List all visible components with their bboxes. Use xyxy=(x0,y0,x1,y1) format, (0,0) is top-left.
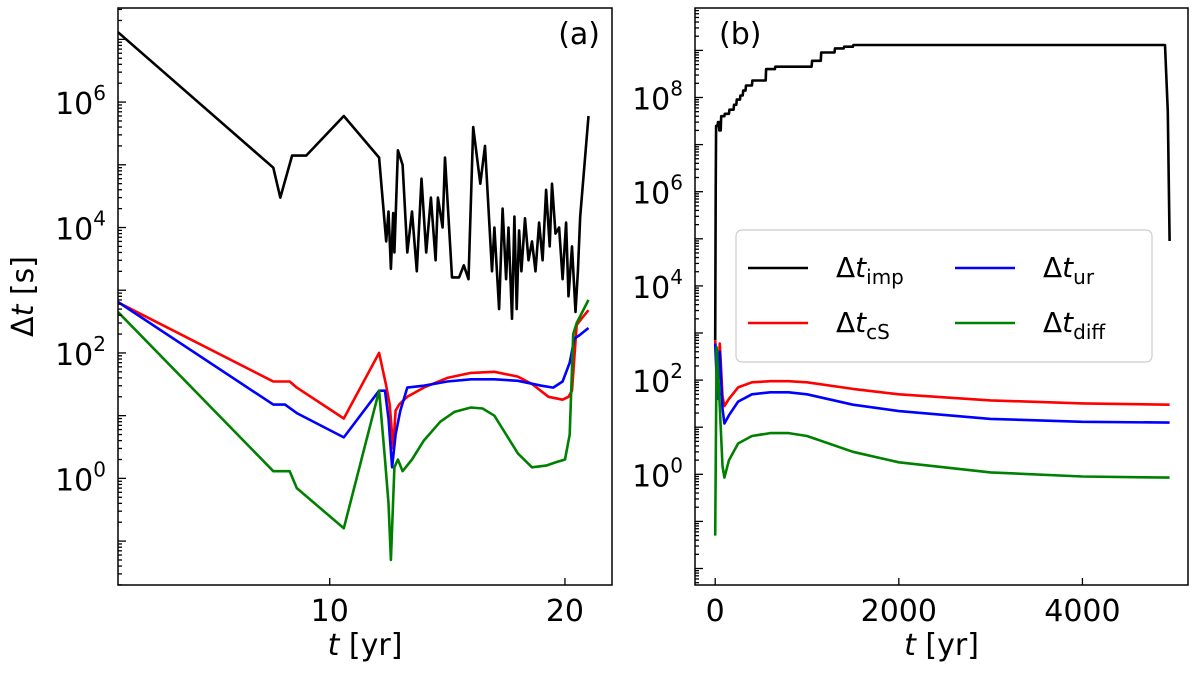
x-tick-label: 10 xyxy=(311,594,349,629)
x-axis-label: t [yr] xyxy=(328,628,403,663)
y-tick-label: 102 xyxy=(632,359,683,400)
legend-label: Δtimp xyxy=(836,251,904,289)
y-tick-label: 106 xyxy=(55,81,106,122)
series-line-imp xyxy=(713,43,1171,341)
y-tick-label: 100 xyxy=(55,457,106,498)
series-line-diff xyxy=(713,345,1170,536)
legend-item-diff: Δtdiff xyxy=(955,306,1106,344)
x-tick-label: 2000 xyxy=(861,594,937,629)
legend-item-cS: ΔtcS xyxy=(748,306,890,344)
series-line-ur xyxy=(118,300,590,469)
y-tick-label: 102 xyxy=(55,332,106,373)
panel-label: (a) xyxy=(558,17,600,52)
x-tick-label: 0 xyxy=(706,594,725,629)
y-tick-label: 104 xyxy=(55,207,106,248)
legend: Δtimp Δtur ΔtcS Δtdiff xyxy=(735,229,1153,363)
y-tick-label: 104 xyxy=(632,265,683,306)
series-group xyxy=(713,43,1171,536)
y-tick-label: 100 xyxy=(632,453,683,494)
panel-label: (b) xyxy=(719,17,761,52)
legend-label: Δtur xyxy=(1043,251,1095,289)
legend-item-ur: Δtur xyxy=(955,251,1095,289)
y-tick-label: 106 xyxy=(632,171,683,212)
axes-frame xyxy=(117,7,613,586)
series-line-cS xyxy=(118,301,590,450)
legend-label: ΔtcS xyxy=(836,306,890,344)
x-tick-label: 4000 xyxy=(1044,594,1120,629)
y-tick-label: 108 xyxy=(632,76,683,117)
panel-a: 10 20 100 102 104 106 (a) t [yr] Δt [s] xyxy=(6,7,613,663)
legend-item-imp: Δtimp xyxy=(748,251,904,289)
series-line-diff xyxy=(118,299,590,562)
legend-box xyxy=(735,229,1153,363)
x-axis-label: t [yr] xyxy=(904,628,979,663)
series-group xyxy=(118,31,590,562)
legend-label: Δtdiff xyxy=(1043,306,1106,344)
x-tick-label: 20 xyxy=(546,594,584,629)
series-line-ur xyxy=(713,343,1170,425)
series-line-imp xyxy=(118,31,590,321)
y-axis-label: Δt [s] xyxy=(6,256,41,337)
